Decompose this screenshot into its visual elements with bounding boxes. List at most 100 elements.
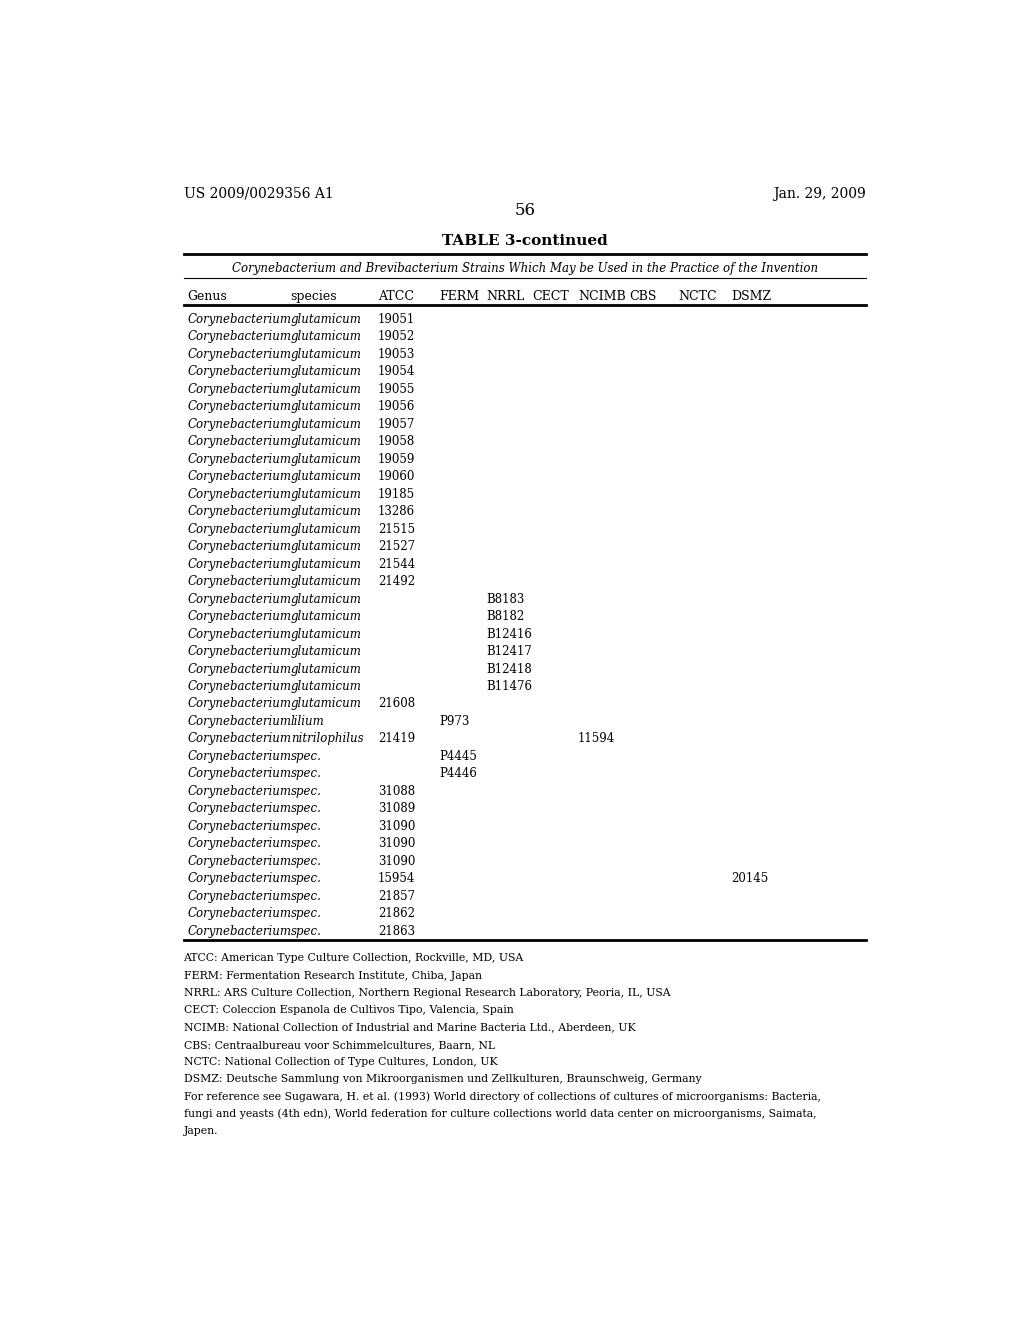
Text: TABLE 3-continued: TABLE 3-continued — [442, 234, 607, 248]
Text: Corynebacterium: Corynebacterium — [187, 366, 292, 379]
Text: Genus: Genus — [187, 289, 227, 302]
Text: DSMZ: DSMZ — [731, 289, 771, 302]
Text: Corynebacterium: Corynebacterium — [187, 487, 292, 500]
Text: Corynebacterium: Corynebacterium — [187, 453, 292, 466]
Text: B12418: B12418 — [486, 663, 532, 676]
Text: 19054: 19054 — [378, 366, 416, 379]
Text: B12416: B12416 — [486, 627, 532, 640]
Text: 21527: 21527 — [378, 540, 415, 553]
Text: Corynebacterium: Corynebacterium — [187, 523, 292, 536]
Text: glutamicum: glutamicum — [291, 627, 361, 640]
Text: NCIMB: National Collection of Industrial and Marine Bacteria Ltd., Aberdeen, UK: NCIMB: National Collection of Industrial… — [183, 1023, 635, 1032]
Text: Corynebacterium: Corynebacterium — [187, 820, 292, 833]
Text: Corynebacterium and Brevibacterium Strains Which May be Used in the Practice of : Corynebacterium and Brevibacterium Strai… — [231, 263, 818, 275]
Text: Corynebacterium: Corynebacterium — [187, 715, 292, 729]
Text: Corynebacterium: Corynebacterium — [187, 663, 292, 676]
Text: B12417: B12417 — [486, 645, 532, 659]
Text: glutamicum: glutamicum — [291, 436, 361, 449]
Text: P4445: P4445 — [439, 750, 477, 763]
Text: 20145: 20145 — [731, 873, 768, 886]
Text: glutamicum: glutamicum — [291, 523, 361, 536]
Text: 21863: 21863 — [378, 925, 415, 937]
Text: B8182: B8182 — [486, 610, 525, 623]
Text: Corynebacterium: Corynebacterium — [187, 925, 292, 937]
Text: Corynebacterium: Corynebacterium — [187, 418, 292, 430]
Text: spec.: spec. — [291, 907, 322, 920]
Text: glutamicum: glutamicum — [291, 418, 361, 430]
Text: 21862: 21862 — [378, 907, 415, 920]
Text: Corynebacterium: Corynebacterium — [187, 750, 292, 763]
Text: For reference see Sugawara, H. et al. (1993) World directory of collections of c: For reference see Sugawara, H. et al. (1… — [183, 1092, 820, 1102]
Text: Corynebacterium: Corynebacterium — [187, 767, 292, 780]
Text: NCTC: National Collection of Type Cultures, London, UK: NCTC: National Collection of Type Cultur… — [183, 1057, 498, 1067]
Text: 21419: 21419 — [378, 733, 415, 746]
Text: glutamicum: glutamicum — [291, 576, 361, 589]
Text: FERM: FERM — [439, 289, 479, 302]
Text: glutamicum: glutamicum — [291, 313, 361, 326]
Text: CBS: Centraalbureau voor Schimmelcultures, Baarn, NL: CBS: Centraalbureau voor Schimmelculture… — [183, 1040, 495, 1049]
Text: 19060: 19060 — [378, 470, 416, 483]
Text: Corynebacterium: Corynebacterium — [187, 610, 292, 623]
Text: glutamicum: glutamicum — [291, 540, 361, 553]
Text: glutamicum: glutamicum — [291, 453, 361, 466]
Text: 19053: 19053 — [378, 348, 416, 360]
Text: Corynebacterium: Corynebacterium — [187, 785, 292, 797]
Text: 13286: 13286 — [378, 506, 415, 519]
Text: B8183: B8183 — [486, 593, 525, 606]
Text: B11476: B11476 — [486, 680, 532, 693]
Text: glutamicum: glutamicum — [291, 610, 361, 623]
Text: 19051: 19051 — [378, 313, 416, 326]
Text: Corynebacterium: Corynebacterium — [187, 506, 292, 519]
Text: NCIMB: NCIMB — [578, 289, 626, 302]
Text: Corynebacterium: Corynebacterium — [187, 400, 292, 413]
Text: fungi and yeasts (4th edn), World federation for culture collections world data : fungi and yeasts (4th edn), World federa… — [183, 1109, 816, 1119]
Text: glutamicum: glutamicum — [291, 593, 361, 606]
Text: Corynebacterium: Corynebacterium — [187, 470, 292, 483]
Text: Corynebacterium: Corynebacterium — [187, 873, 292, 886]
Text: 31090: 31090 — [378, 837, 416, 850]
Text: spec.: spec. — [291, 767, 322, 780]
Text: glutamicum: glutamicum — [291, 470, 361, 483]
Text: glutamicum: glutamicum — [291, 348, 361, 360]
Text: 19057: 19057 — [378, 418, 416, 430]
Text: P4446: P4446 — [439, 767, 477, 780]
Text: DSMZ: Deutsche Sammlung von Mikroorganismen und Zellkulturen, Braunschweig, Germ: DSMZ: Deutsche Sammlung von Mikroorganis… — [183, 1074, 701, 1084]
Text: 21544: 21544 — [378, 557, 416, 570]
Text: Corynebacterium: Corynebacterium — [187, 627, 292, 640]
Text: spec.: spec. — [291, 750, 322, 763]
Text: Japen.: Japen. — [183, 1126, 218, 1137]
Text: spec.: spec. — [291, 803, 322, 816]
Text: Corynebacterium: Corynebacterium — [187, 576, 292, 589]
Text: 31089: 31089 — [378, 803, 416, 816]
Text: ATCC: ATCC — [378, 289, 414, 302]
Text: glutamicum: glutamicum — [291, 330, 361, 343]
Text: 31090: 31090 — [378, 820, 416, 833]
Text: glutamicum: glutamicum — [291, 506, 361, 519]
Text: Corynebacterium: Corynebacterium — [187, 855, 292, 867]
Text: glutamicum: glutamicum — [291, 400, 361, 413]
Text: Corynebacterium: Corynebacterium — [187, 383, 292, 396]
Text: glutamicum: glutamicum — [291, 557, 361, 570]
Text: glutamicum: glutamicum — [291, 487, 361, 500]
Text: 21608: 21608 — [378, 697, 415, 710]
Text: lilium: lilium — [291, 715, 325, 729]
Text: Corynebacterium: Corynebacterium — [187, 697, 292, 710]
Text: nitrilophilus: nitrilophilus — [291, 733, 364, 746]
Text: glutamicum: glutamicum — [291, 645, 361, 659]
Text: 19056: 19056 — [378, 400, 416, 413]
Text: 11594: 11594 — [578, 733, 615, 746]
Text: glutamicum: glutamicum — [291, 663, 361, 676]
Text: Corynebacterium: Corynebacterium — [187, 837, 292, 850]
Text: spec.: spec. — [291, 890, 322, 903]
Text: spec.: spec. — [291, 873, 322, 886]
Text: Corynebacterium: Corynebacterium — [187, 803, 292, 816]
Text: NRRL: NRRL — [486, 289, 525, 302]
Text: Jan. 29, 2009: Jan. 29, 2009 — [773, 187, 866, 201]
Text: glutamicum: glutamicum — [291, 697, 361, 710]
Text: glutamicum: glutamicum — [291, 383, 361, 396]
Text: 15954: 15954 — [378, 873, 416, 886]
Text: 19052: 19052 — [378, 330, 416, 343]
Text: glutamicum: glutamicum — [291, 366, 361, 379]
Text: Corynebacterium: Corynebacterium — [187, 645, 292, 659]
Text: spec.: spec. — [291, 785, 322, 797]
